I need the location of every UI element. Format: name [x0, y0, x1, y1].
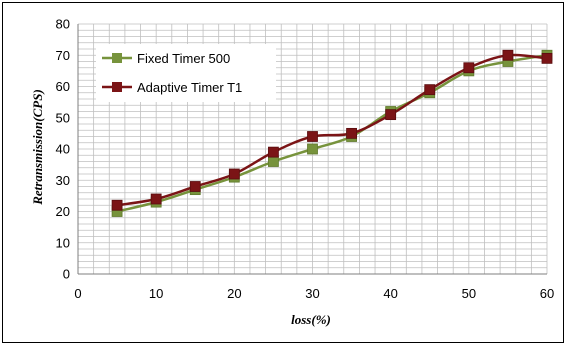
chart-frame	[2, 2, 564, 343]
series-1-point	[150, 193, 162, 205]
series-1-point	[307, 131, 318, 142]
y-tick-label: 80	[56, 17, 70, 32]
series-0-point	[307, 143, 318, 155]
y-tick-label: 60	[56, 79, 70, 94]
y-tick-label: 10	[56, 235, 70, 250]
series-1-point	[541, 52, 553, 64]
series-1-point	[502, 49, 514, 61]
x-tick-label: 0	[74, 286, 81, 301]
x-axis-title: loss(%)	[291, 312, 331, 327]
series-1-point	[268, 146, 279, 158]
y-tick-label: 0	[63, 267, 70, 282]
x-tick-label: 60	[540, 286, 554, 301]
y-axis-title: Retransmission(CPS)	[30, 89, 45, 206]
x-tick-label: 10	[149, 286, 163, 301]
y-tick-labels: 0 10 20 30 40 50 60 70 80	[56, 17, 70, 282]
axes	[77, 24, 547, 275]
x-tick-label: 20	[227, 286, 241, 301]
x-tick-label: 40	[383, 286, 397, 301]
y-tick-label: 40	[56, 142, 70, 157]
x-tick-label: 50	[462, 286, 476, 301]
y-tick-label: 50	[56, 110, 70, 125]
series-1-point	[346, 127, 357, 139]
series-1-point	[189, 181, 201, 192]
y-tick-label: 30	[56, 173, 70, 188]
series-markers	[111, 49, 553, 217]
legend-background	[96, 44, 276, 102]
x-tick-label: 30	[305, 286, 319, 301]
legend-marker-adaptive-timer	[112, 82, 122, 92]
series-1-point	[424, 84, 436, 96]
legend-label-adaptive-timer: Adaptive Timer T1	[137, 80, 242, 95]
legend-label-fixed-timer: Fixed Timer 500	[137, 51, 230, 66]
series-1-point	[385, 109, 397, 121]
series-1-point	[463, 62, 475, 74]
series-0-point	[268, 156, 279, 167]
series-1-point	[111, 199, 123, 211]
y-tick-label: 70	[56, 48, 70, 63]
legend-marker-fixed-timer	[112, 53, 122, 63]
legend: Fixed Timer 500 Adaptive Timer T1	[96, 44, 276, 102]
series-1-point	[228, 168, 240, 180]
y-tick-label: 20	[56, 204, 70, 219]
x-tick-labels: 0 10 20 30 40 50 60	[74, 286, 554, 301]
